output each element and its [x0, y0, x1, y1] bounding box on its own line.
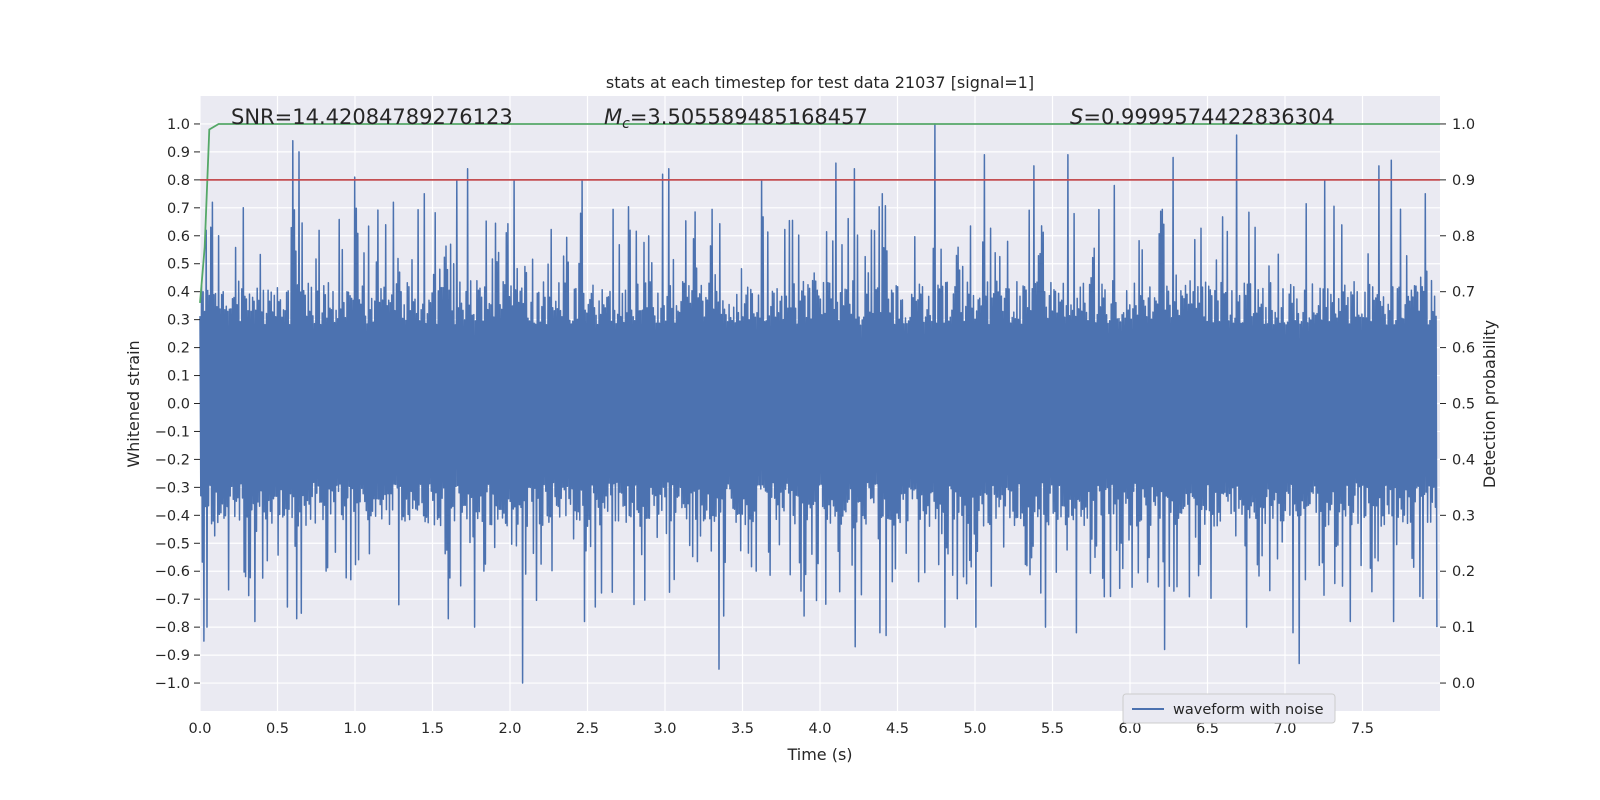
y-tick-label: 0.4 — [167, 285, 190, 301]
x-tick-label: 2.5 — [576, 721, 599, 737]
snr-annotation: SNR=14.42084789276123 — [231, 105, 513, 129]
y2-tick-label: 0.0 — [1452, 676, 1475, 692]
x-tick-label: 7.0 — [1273, 721, 1296, 737]
y-tick-label: −0.9 — [155, 648, 190, 664]
y2-tick-label: 0.2 — [1452, 564, 1475, 580]
y2-axis-label: Detection probability — [1480, 320, 1499, 488]
y-ticks: 1.0 0.9 0.8 0.7 0.6 0.5 0.4 0.3 0.2 0.1 0.0 −0.1 −0.… — [155, 117, 200, 692]
x-tick-label: 1.5 — [421, 721, 444, 737]
x-tick-label: 4.0 — [808, 721, 831, 737]
y-tick-label: 0.7 — [167, 201, 190, 217]
y-tick-label: 0.3 — [167, 313, 190, 329]
y-tick-label: 0.8 — [167, 173, 190, 189]
y-tick-label: −1.0 — [155, 676, 190, 692]
chirp-mass-annotation: Mc=3.505589485168457 — [604, 105, 868, 132]
y-tick-label: −0.2 — [155, 452, 190, 468]
y2-tick-label: 0.5 — [1452, 397, 1475, 413]
y2-tick-label: 0.9 — [1452, 173, 1475, 189]
x-tick-label: 2.0 — [498, 721, 521, 737]
x-ticks: 0.0 0.5 1.0 1.5 2.0 2.5 3.0 3.5 4.0 4.5 5.0 5.5 6.0 6… — [188, 721, 1374, 737]
detection-probability-line — [199, 123, 1440, 303]
s-symbol: S — [1070, 105, 1083, 129]
chirp-mass-symbol: M — [604, 105, 622, 129]
y-tick-label: −0.1 — [155, 424, 190, 440]
x-tick-label: 6.0 — [1118, 721, 1141, 737]
chirp-mass-subscript: c — [622, 116, 630, 132]
y2-tick-label: 0.7 — [1452, 285, 1475, 301]
x-tick-label: 7.5 — [1351, 721, 1374, 737]
y2-tick-label: 1.0 — [1452, 117, 1475, 133]
chart-title: stats at each timestep for test data 210… — [606, 73, 1034, 92]
y2-tick-label: 0.6 — [1452, 341, 1475, 357]
y-axis-label: Whitened strain — [124, 340, 143, 467]
y-tick-label: −0.6 — [155, 564, 190, 580]
y-tick-label: 0.0 — [167, 397, 190, 413]
x-tick-label: 5.5 — [1041, 721, 1064, 737]
series-lines — [199, 123, 1440, 303]
y2-ticks: 1.0 0.9 0.8 0.7 0.6 0.5 0.4 0.3 0.2 0.1 0.0 — [1440, 117, 1475, 692]
y-tick-label: −0.4 — [155, 508, 190, 524]
waveform-line — [199, 123, 1438, 684]
s-annotation: S=0.9999574422836304 — [1070, 105, 1335, 129]
y-tick-label: 0.6 — [167, 229, 190, 245]
x-axis-label: Time (s) — [786, 745, 852, 764]
y-tick-label: −0.8 — [155, 620, 190, 636]
x-tick-label: 5.0 — [963, 721, 986, 737]
series-waveform — [199, 123, 1438, 684]
x-tick-label: 1.0 — [343, 721, 366, 737]
legend-label-waveform: waveform with noise — [1173, 702, 1324, 718]
y-tick-label: 0.1 — [167, 369, 190, 385]
s-value: =0.9999574422836304 — [1083, 105, 1334, 129]
x-tick-label: 3.5 — [731, 721, 754, 737]
y2-tick-label: 0.3 — [1452, 508, 1475, 524]
y2-tick-label: 0.1 — [1452, 620, 1475, 636]
y-tick-label: 0.5 — [167, 257, 190, 273]
x-tick-label: 3.0 — [653, 721, 676, 737]
y2-tick-label: 0.4 — [1452, 452, 1475, 468]
y-tick-label: 0.2 — [167, 341, 190, 357]
x-tick-label: 6.5 — [1196, 721, 1219, 737]
y-tick-label: −0.5 — [155, 536, 190, 552]
y-tick-label: −0.7 — [155, 592, 190, 608]
y-tick-label: −0.3 — [155, 480, 190, 496]
y-tick-label: 0.9 — [167, 145, 190, 161]
legend-box — [1122, 693, 1336, 724]
y-tick-label: 1.0 — [167, 117, 190, 133]
x-tick-label: 0.5 — [266, 721, 289, 737]
x-tick-label: 4.5 — [886, 721, 909, 737]
legend: waveform with noise — [1122, 693, 1336, 724]
chirp-mass-value: =3.505589485168457 — [630, 105, 868, 129]
x-tick-label: 0.0 — [188, 721, 211, 737]
y2-tick-label: 0.8 — [1452, 229, 1475, 245]
